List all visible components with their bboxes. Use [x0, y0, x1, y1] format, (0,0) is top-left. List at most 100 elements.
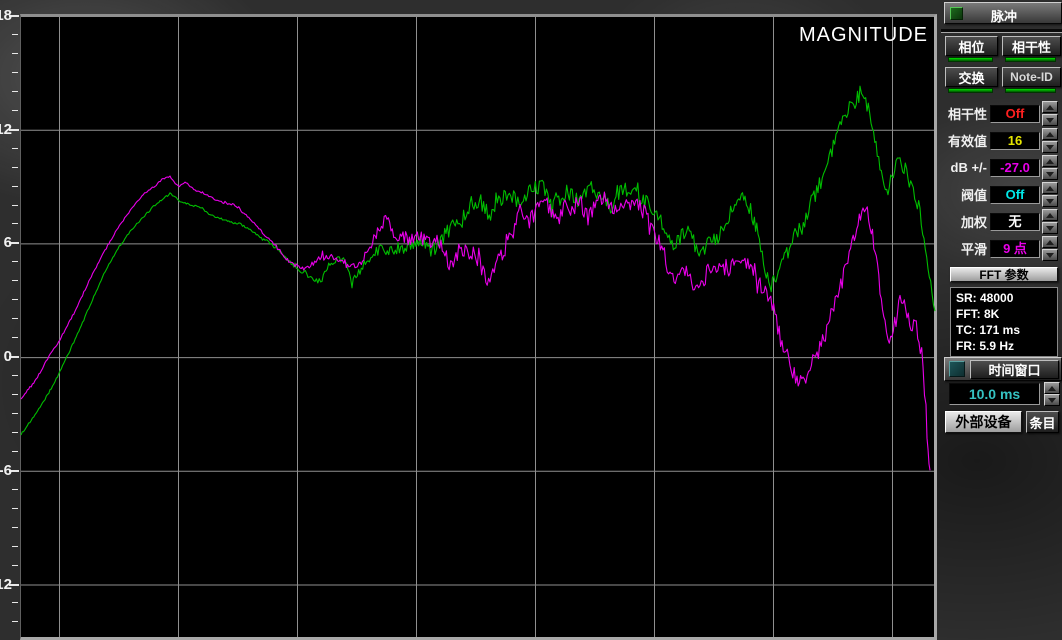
y-tick-label: 0	[3, 348, 12, 366]
down-arrow-icon	[1048, 397, 1056, 403]
spin-up-button[interactable]	[1042, 155, 1058, 167]
fft-info-line: TC: 171 ms	[956, 323, 1021, 337]
y-tick	[12, 147, 18, 149]
y-tick-label: -6	[0, 461, 12, 479]
parameter-row: dB +/- -27.0	[938, 154, 1058, 181]
magnitude-plot-panel	[20, 14, 937, 640]
y-tick	[12, 526, 18, 528]
toggle-button-Note-ID[interactable]: Note-ID	[1002, 67, 1061, 93]
toggle-button-label: 相位	[945, 36, 998, 56]
arrow-down-icon	[1046, 252, 1054, 258]
parameter-row: 平滑 9 点	[938, 235, 1058, 262]
spin-up-button[interactable]	[1042, 236, 1058, 248]
separator	[941, 29, 1062, 33]
y-tick	[9, 583, 19, 586]
y-tick	[12, 318, 18, 320]
parameter-label: 阀值	[960, 188, 987, 203]
arrow-up-icon	[1046, 104, 1054, 110]
y-tick	[12, 412, 18, 414]
parameter-label: 平滑	[960, 242, 987, 257]
time-window-panel: 时间窗口	[944, 357, 1062, 381]
up-arrow-icon	[1048, 385, 1056, 391]
arrow-up-icon	[1046, 239, 1054, 245]
y-tick	[12, 261, 18, 263]
fft-params-button[interactable]: FFT 参数	[950, 267, 1058, 282]
y-tick	[9, 128, 19, 131]
spin-up-button[interactable]	[1042, 209, 1058, 221]
spin-up-button[interactable]	[1042, 182, 1058, 194]
parameter-row: 阀值 Off	[938, 181, 1058, 208]
toggle-button-相位[interactable]: 相位	[945, 36, 998, 62]
arrow-down-icon	[1046, 171, 1054, 177]
y-tick	[12, 223, 18, 225]
view-toggle-buttons: 相位 相干性 交换 Note-ID	[945, 36, 1062, 93]
arrow-up-icon	[1046, 185, 1054, 191]
parameter-spinner	[1042, 128, 1058, 153]
parameter-value[interactable]: 9 点	[990, 239, 1040, 258]
arrow-down-icon	[1046, 225, 1054, 231]
time-window-value[interactable]: 10.0 ms	[949, 383, 1040, 405]
y-tick	[12, 602, 18, 604]
toggle-button-label: Note-ID	[1002, 67, 1061, 87]
parameter-spinner	[1042, 155, 1058, 180]
y-tick	[9, 469, 19, 472]
parameter-value[interactable]: 无	[990, 212, 1040, 231]
external-device-button[interactable]: 外部设备	[945, 411, 1022, 433]
spin-up-button[interactable]	[1044, 382, 1060, 394]
y-tick	[9, 15, 19, 17]
y-tick	[12, 52, 18, 54]
parameter-rows: 相干性 Off 有效值 16 dB +/- -27.0 阀值 Off 加权无平滑 9 点	[938, 100, 1058, 262]
parameter-label: 有效值	[947, 134, 987, 149]
y-tick	[9, 356, 19, 359]
y-tick-label: 18	[0, 7, 12, 24]
spin-down-button[interactable]	[1042, 222, 1058, 234]
spin-down-button[interactable]	[1044, 394, 1060, 406]
parameter-spinner	[1042, 236, 1058, 261]
y-tick	[12, 621, 18, 623]
spin-up-button[interactable]	[1042, 101, 1058, 113]
spin-down-button[interactable]	[1042, 141, 1058, 153]
y-tick	[12, 450, 18, 452]
y-tick	[9, 242, 19, 245]
spin-down-button[interactable]	[1042, 114, 1058, 126]
parameter-row: 有效值 16	[938, 127, 1058, 154]
y-tick	[12, 507, 18, 509]
toggle-button-相干性[interactable]: 相干性	[1002, 36, 1061, 62]
y-tick	[12, 71, 18, 73]
pulse-button[interactable]: 脉冲	[944, 2, 1062, 24]
parameter-value[interactable]: Off	[990, 104, 1040, 123]
y-tick	[12, 33, 18, 35]
y-tick	[12, 299, 18, 301]
arrow-down-icon	[1046, 198, 1054, 204]
y-tick	[12, 431, 18, 433]
pulse-indicator-icon	[950, 7, 963, 20]
arrow-down-icon	[1046, 117, 1054, 123]
parameter-spinner	[1042, 101, 1058, 126]
entry-button[interactable]: 条目	[1026, 411, 1059, 433]
y-tick	[12, 545, 18, 547]
time-window-button[interactable]: 时间窗口	[970, 360, 1059, 379]
toggle-button-交换[interactable]: 交换	[945, 67, 998, 93]
y-tick-label: -12	[0, 575, 12, 593]
parameter-value[interactable]: -27.0	[990, 158, 1040, 177]
parameter-value[interactable]: Off	[990, 185, 1040, 204]
fft-info-box: SR: 48000 FFT: 8K TC: 171 ms FR: 5.9 Hz	[950, 287, 1058, 357]
y-tick	[12, 280, 18, 282]
spin-up-button[interactable]	[1042, 128, 1058, 140]
toggle-button-label: 相干性	[1002, 36, 1061, 56]
spin-down-button[interactable]	[1042, 168, 1058, 180]
spin-down-button[interactable]	[1042, 195, 1058, 207]
y-axis-labels: 18 12 6 0 -6 -12	[0, 0, 12, 640]
parameter-value[interactable]: 16	[990, 131, 1040, 150]
y-tick	[12, 337, 18, 339]
plot-title: MAGNITUDE	[799, 24, 928, 46]
parameter-label: 加权	[960, 215, 987, 230]
arrow-down-icon	[1046, 144, 1054, 150]
y-tick	[12, 375, 18, 377]
green-led-indicator	[948, 57, 993, 62]
pulse-button-label: 脉冲	[990, 9, 1017, 24]
parameter-label: 相干性	[947, 107, 987, 122]
y-tick	[12, 166, 18, 168]
spin-down-button[interactable]	[1042, 249, 1058, 261]
y-tick	[12, 204, 18, 206]
